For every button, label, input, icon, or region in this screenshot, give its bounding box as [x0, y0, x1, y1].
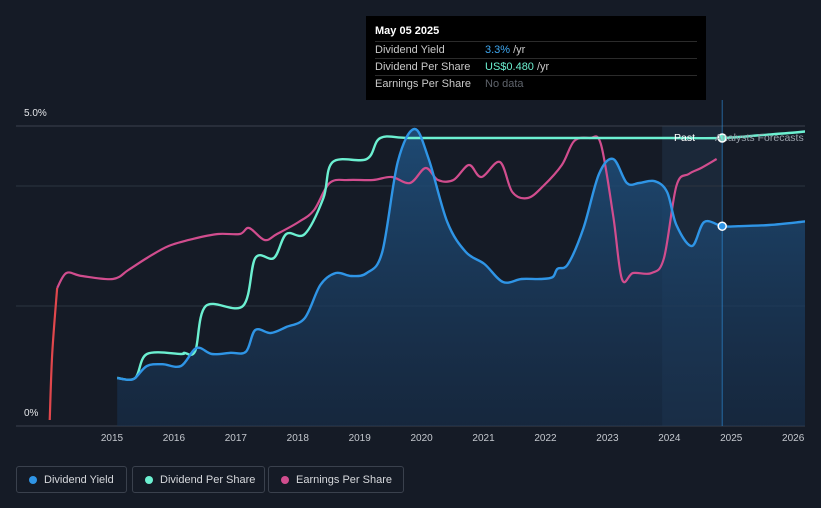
series-layer [48, 127, 805, 426]
legend-label: Earnings Per Share [296, 473, 392, 486]
x-tick-label: 2026 [782, 433, 805, 444]
x-tick-label: 2023 [596, 433, 619, 444]
x-tick-label: 2015 [100, 433, 124, 444]
legend-earnings-per-share[interactable]: Earnings Per Share [268, 466, 404, 493]
x-tick-label: 2021 [472, 433, 495, 444]
yield-current-marker[interactable] [717, 221, 727, 231]
dps-current-marker[interactable] [717, 133, 727, 143]
dividend-per-share-line [117, 130, 805, 381]
y-tick-label-bottom: 0% [24, 408, 39, 419]
legend-dividend-per-share[interactable]: Dividend Per Share [132, 466, 265, 493]
tooltip-date: May 05 2025 [375, 25, 440, 37]
x-tick-label: 2024 [658, 433, 681, 444]
legend-dot-icon [281, 475, 289, 484]
tooltip-value: No data [485, 78, 524, 90]
tooltip-row-dividend-yield: Dividend Yield 3.3%/yr [375, 41, 697, 59]
forecast-label: Analysts Forecasts [715, 132, 804, 144]
legend-label: Dividend Per Share [160, 473, 256, 486]
x-tick-label: 2017 [224, 433, 247, 444]
legend-dot-icon [145, 475, 153, 484]
legend-label: Dividend Yield [44, 473, 114, 486]
x-tick-label: 2018 [286, 433, 309, 444]
x-tick-label: 2016 [162, 433, 186, 444]
x-tick-label: 2022 [534, 433, 557, 444]
x-tick-label: 2025 [720, 433, 743, 444]
x-tick-label: 2020 [410, 433, 433, 444]
x-tick-label: 2019 [348, 433, 371, 444]
dividend-yield-area [117, 128, 805, 426]
y-tick-label-top: 5.0% [24, 108, 47, 119]
tooltip-label: Dividend Per Share [375, 61, 471, 73]
tooltip-label: Dividend Yield [375, 44, 445, 56]
tooltip-label: Earnings Per Share [375, 78, 471, 90]
tooltip-value: 3.3%/yr [485, 44, 526, 56]
tooltip-value: US$0.480/yr [485, 61, 550, 73]
tooltip-row-earnings-per-share: Earnings Per Share No data [375, 75, 697, 93]
dividend-yield-line [117, 127, 805, 382]
tooltip-row-dividend-per-share: Dividend Per Share US$0.480/yr [375, 58, 697, 76]
earnings-per-share-negative-segment [48, 287, 59, 421]
legend-dot-icon [29, 475, 37, 484]
past-label: Past [674, 132, 696, 144]
tooltip: May 05 2025 Dividend Yield 3.3%/yr Divid… [366, 16, 706, 100]
legend-dividend-yield[interactable]: Dividend Yield [16, 466, 127, 493]
